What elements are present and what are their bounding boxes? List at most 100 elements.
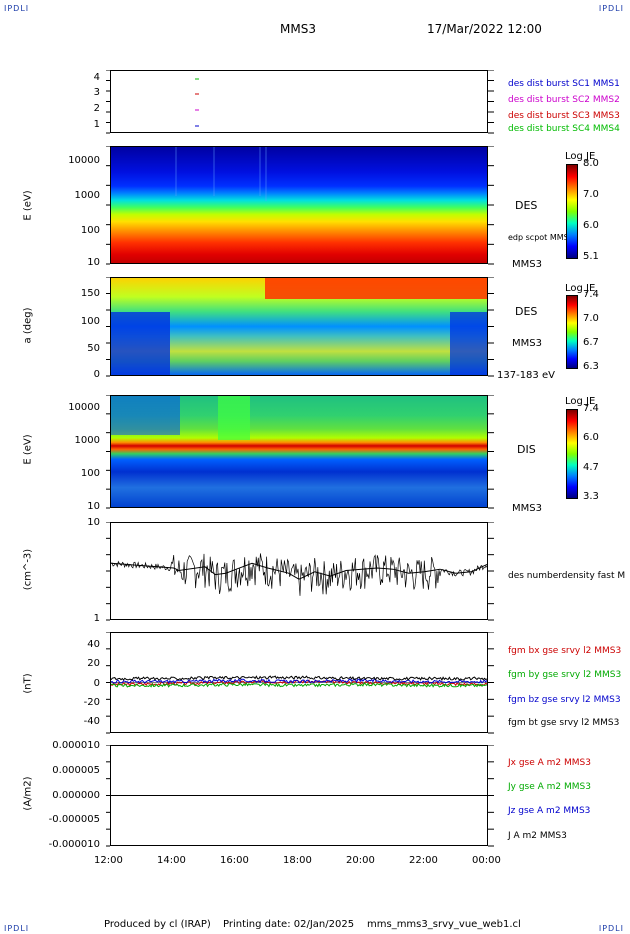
datetime-title: 17/Mar/2022 12:00 (427, 22, 542, 36)
ytick-p6-4: -40 (83, 716, 100, 727)
cbar-tick-p4-2: 4.7 (583, 461, 599, 473)
cbar-tick-p4-0: 7.4 (583, 403, 599, 414)
bfield-line-2 (111, 678, 487, 684)
colorbar-dis-energy (566, 409, 578, 499)
ytick-p7-0: 0.000010 (52, 740, 100, 751)
ytick-p4-3: 10 (87, 501, 100, 512)
colorbar-des-pitch (566, 295, 578, 369)
panel-ticks-0 (106, 70, 494, 134)
bfield-panel (110, 632, 488, 733)
ytick-p1-0: 4 (93, 72, 100, 83)
burst-panel (110, 70, 488, 133)
ylabel-des-pitch: a (deg) (22, 307, 34, 344)
current-legend-jz: Jz gse A m2 MMS3 (508, 806, 591, 816)
ylabel-dis-energy: E (eV) (22, 434, 34, 465)
panel-ticks-6 (106, 745, 494, 847)
ytick-p7-2: 0.000000 (52, 790, 100, 801)
ytick-p7-3: -0.000005 (48, 814, 100, 825)
ytick-p4-1: 1000 (74, 435, 100, 446)
ytick-p6-1: 20 (87, 658, 100, 669)
xtick-6: 00:00 (472, 855, 501, 866)
burst-legend-3: des dist burst SC3 MMS3 (508, 111, 620, 121)
dis-energy-frame (110, 395, 488, 508)
ytick-p7-1: 0.000005 (52, 765, 100, 776)
des-energy-sc: MMS3 (512, 259, 542, 270)
burst-legend-1: des dist burst SC1 MMS1 (508, 79, 620, 89)
ytick-p5-0: 10 (87, 517, 100, 528)
des-pitch-inst: DES (515, 305, 538, 318)
xtick-4: 20:00 (346, 855, 375, 866)
current-legend-jy: Jy gse A m2 MMS3 (508, 782, 591, 792)
burst-legend-4: des dist burst SC4 MMS4 (508, 124, 620, 134)
panel-ticks-5 (106, 632, 494, 734)
cbar-tick-p4-3: 3.3 (583, 491, 599, 502)
cbar-tick-p3-1: 7.0 (583, 313, 599, 324)
ytick-p6-0: 40 (87, 639, 100, 650)
des-energy-frame (110, 146, 488, 264)
des-energy-inst: DES (515, 199, 538, 212)
burst-legend-2: des dist burst SC2 MMS2 (508, 95, 620, 105)
ytick-p7-4: -0.000010 (48, 839, 100, 850)
bfield-legend-bx: fgm bx gse srvy l2 MMS3 (508, 646, 622, 656)
density-noise (111, 553, 487, 596)
corner-label-tr: IPDLI (598, 4, 624, 13)
bfield-legend-bz: fgm bz gse srvy l2 MMS3 (508, 695, 621, 705)
ytick-p5-1: 1 (93, 613, 100, 624)
cbar-tick-p3-2: 6.7 (583, 337, 599, 348)
ytick-p3-2: 50 (87, 343, 100, 354)
des-pitch-spectrogram (110, 277, 488, 376)
footer-printing-date: Printing date: 02/Jan/2025 (223, 919, 355, 930)
cbar-tick-p3-3: 6.3 (583, 361, 599, 372)
ytick-p3-1: 100 (80, 316, 100, 327)
corner-label-tl: IPDLI (4, 4, 30, 13)
dis-energy-sc: MMS3 (512, 503, 542, 514)
cbar-title-des-energy: Log JE (565, 151, 596, 162)
density-legend: des numberdensity fast M (508, 571, 626, 581)
ytick-p1-1: 3 (93, 87, 100, 98)
ytick-p1-3: 1 (93, 119, 100, 130)
xtick-5: 22:00 (409, 855, 438, 866)
panel-ticks-2 (106, 277, 494, 377)
xtick-2: 16:00 (220, 855, 249, 866)
panel-ticks-1 (106, 146, 494, 265)
density-panel (110, 522, 488, 620)
density-plot (111, 553, 487, 596)
bfield-plot (111, 675, 487, 688)
ylabel-bfield: (nT) (22, 673, 34, 694)
des-pitch-sc: MMS3 (512, 338, 542, 349)
ytick-p3-0: 150 (80, 288, 100, 299)
current-plot (111, 795, 487, 796)
cbar-tick-p2-1: 7.0 (583, 189, 599, 200)
spacecraft-title: MMS3 (280, 22, 316, 36)
ytick-p2-1: 1000 (74, 190, 100, 201)
ytick-p6-3: -20 (83, 697, 100, 708)
ytick-p2-2: 100 (80, 225, 100, 236)
dis-energy-spectrogram (110, 395, 488, 508)
footer-script: mms_mms3_srvy_vue_web1.cl (367, 919, 521, 930)
panel-ticks-4 (106, 522, 494, 621)
bfield-line-1 (111, 682, 487, 688)
dis-energy-inst: DIS (517, 443, 536, 456)
ylabel-current: (A/m2) (22, 776, 34, 811)
ytick-p4-0: 10000 (68, 402, 100, 413)
ytick-p4-2: 100 (80, 468, 100, 479)
des-energy-streaks (175, 146, 267, 201)
cbar-tick-p2-2: 6.0 (583, 220, 599, 231)
des-pitch-frame (110, 277, 488, 376)
density-line (111, 562, 487, 580)
bfield-legend-by: fgm by gse srvy l2 MMS3 (508, 670, 622, 680)
des-pitch-features (110, 277, 488, 376)
cbar-tick-p3-0: 7.4 (583, 289, 599, 300)
current-panel (110, 745, 488, 846)
corner-label-bl: IPDLI (4, 924, 30, 933)
ytick-p3-3: 0 (93, 369, 100, 380)
current-legend-j: J A m2 MMS3 (508, 831, 567, 841)
burst-marks (195, 78, 199, 127)
cbar-tick-p2-0: 8.0 (583, 158, 599, 169)
ylabel-des-energy: E (eV) (22, 190, 34, 221)
dis-energy-features (110, 395, 250, 440)
bfield-legend-bt: fgm bt gse srvy l2 MMS3 (508, 718, 620, 728)
des-pitch-erange: 137-183 eV (497, 370, 555, 381)
cbar-title-dis-energy: Log JE (565, 396, 596, 407)
ytick-p2-0: 10000 (68, 155, 100, 166)
